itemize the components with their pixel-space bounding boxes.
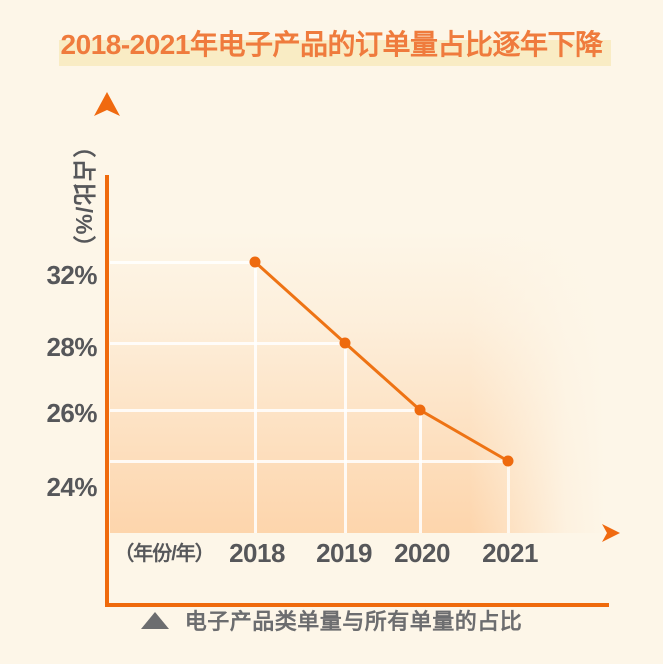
gridline-horizontal — [110, 459, 508, 463]
data-point-2018 — [249, 256, 261, 268]
data-point-2019 — [339, 337, 351, 349]
gridline-vertical — [343, 343, 347, 533]
x-tick-label: 2019 — [316, 538, 372, 568]
data-point-2020 — [414, 404, 426, 416]
gridline-horizontal — [110, 341, 345, 345]
gradient-fade-overlay — [470, 230, 606, 533]
x-tick-label: 2020 — [394, 538, 450, 568]
y-axis-title: （占比/%） — [71, 134, 97, 260]
series-line — [253, 260, 509, 463]
y-tick-label: 26% — [46, 398, 97, 428]
page-title: 2018-2021年电子产品的订单量占比逐年下降 — [60, 29, 603, 60]
line-series — [249, 256, 514, 467]
y-tick-label: 24% — [46, 472, 97, 502]
chart-caption: 电子产品类单量与所有单量的占比 — [0, 606, 663, 634]
plot-area — [110, 230, 606, 533]
data-point-2021 — [502, 455, 514, 467]
gridline-horizontal — [110, 408, 420, 412]
gridline-vertical — [418, 410, 422, 533]
legend-triangle-icon — [140, 611, 169, 629]
y-axis-arrow-up-icon — [94, 92, 120, 116]
x-axis-baseline — [105, 603, 609, 607]
caption-text: 电子产品类单量与所有单量的占比 — [184, 609, 523, 634]
gridline-horizontal — [110, 260, 255, 264]
x-axis-arrow-right-icon — [602, 524, 620, 542]
y-tick-label: 28% — [46, 332, 97, 362]
x-axis-unit-label: （年份/年） — [114, 543, 215, 565]
y-axis-line — [105, 175, 109, 607]
x-tick-label: 2018 — [229, 538, 285, 568]
gridline-vertical — [253, 262, 257, 533]
title-highlight-band — [59, 40, 611, 66]
y-tick-label: 32% — [46, 260, 97, 290]
x-tick-label: 2021 — [482, 538, 538, 568]
